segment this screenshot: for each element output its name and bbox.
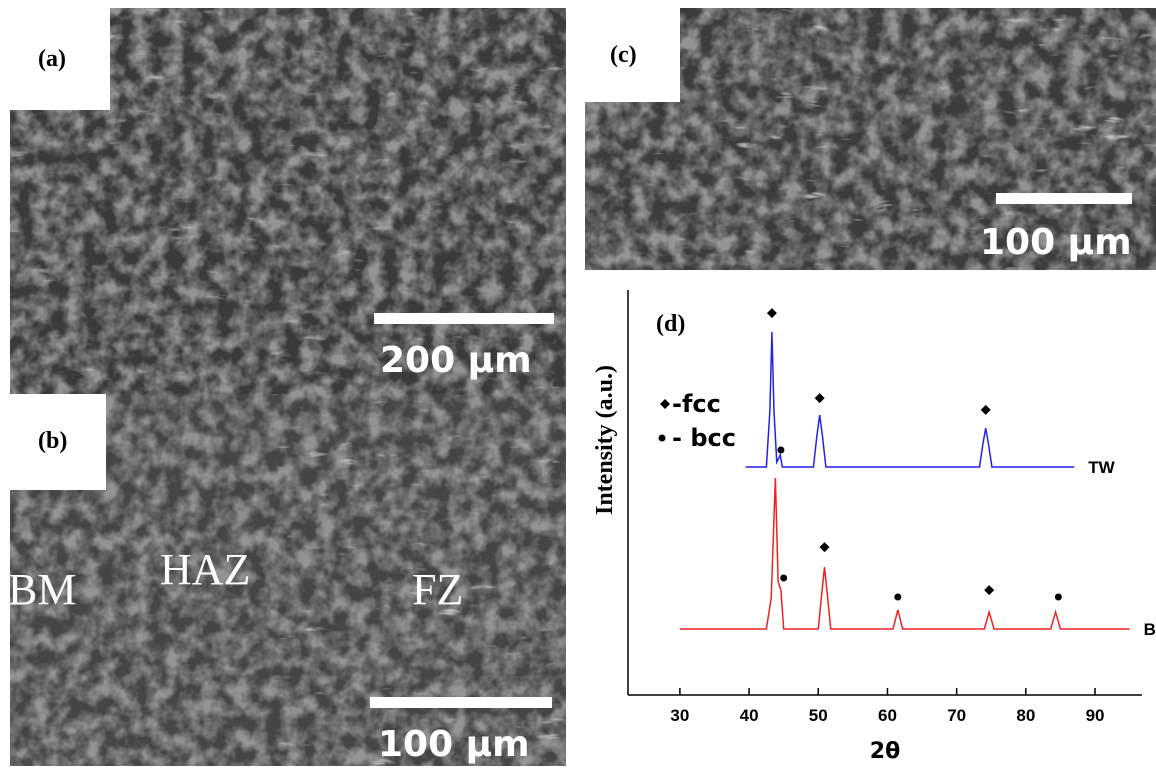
fcc-marker (981, 405, 991, 415)
xrd-chart: (d) Intensity (a.u.) 2θ 30 40 50 60 70 80 90 TW… (592, 290, 1156, 764)
xrd-curve (746, 332, 1075, 467)
legend-symbol (660, 399, 670, 409)
micrograph-a: (a) 200 μm (0, 0, 566, 394)
x-tick-label: 80 (1016, 706, 1035, 725)
bcc-marker (1055, 593, 1062, 600)
xrd-curve (680, 478, 1130, 629)
x-tick-label: 60 (878, 706, 897, 725)
region-label: BM (8, 565, 76, 614)
x-tick-label: 40 (740, 706, 759, 725)
legend-symbol (659, 435, 666, 442)
fcc-marker (984, 585, 994, 595)
x-tick-label: 90 (1086, 706, 1105, 725)
scale-bar-label: 100 μm (378, 724, 530, 765)
legend-label: - bcc (672, 424, 736, 452)
micrograph-b: (b) BM HAZ FZ 100 μm (0, 394, 566, 766)
bcc-marker (780, 574, 787, 581)
micrograph-c: (c) 100 μm (580, 0, 1156, 270)
bcc-marker (894, 593, 901, 600)
x-tick-label: 50 (809, 706, 828, 725)
series-label: TW (1088, 458, 1115, 477)
legend-label: -fcc (672, 390, 721, 418)
scale-bar-label: 100 μm (980, 222, 1132, 263)
y-axis-label: Intensity (a.u.) (592, 365, 618, 515)
scale-bar-label: 200 μm (380, 340, 532, 381)
fcc-marker (767, 308, 777, 318)
region-label: FZ (412, 565, 463, 614)
figure: (a) 200 μm (b) BM HAZ FZ 100 μm (c) 100 … (0, 0, 1156, 771)
x-tick-label: 70 (947, 706, 966, 725)
x-axis-label: 2θ (870, 739, 900, 764)
panel-label: (c) (610, 42, 637, 68)
panel-label: (a) (38, 46, 66, 72)
panel-label: (b) (38, 428, 67, 454)
fcc-marker (819, 542, 829, 552)
bcc-marker (777, 446, 784, 453)
region-label: HAZ (160, 545, 250, 594)
series-label: BM (1144, 620, 1156, 639)
x-tick-label: 30 (670, 706, 689, 725)
panel-label: (d) (656, 311, 685, 337)
fcc-marker (815, 393, 825, 403)
